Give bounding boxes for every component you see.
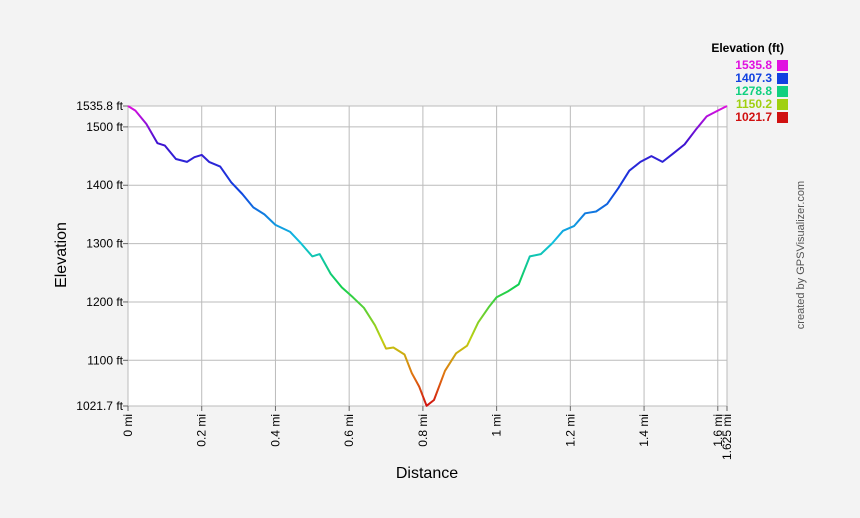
legend-entry-label: 1278.8 [735,84,772,98]
legend-entry-label: 1150.2 [736,97,772,111]
y-tick-label: 1400 ft [86,178,123,192]
y-tick-label: 1100 ft [87,353,123,367]
y-tick-label: 1200 ft [86,295,123,309]
legend-entry-label: 1021.7 [735,110,772,124]
legend-entry-label: 1535.8 [735,58,772,72]
legend-entry-label: 1407.3 [735,71,772,85]
legend-swatch [777,112,788,123]
grid-lines [127,105,728,407]
legend-swatch [777,60,788,71]
y-tick-label: 1500 ft [86,120,123,134]
x-tick-label: 1.6 mi [711,414,725,447]
y-tick-label: 1021.7 ft [76,399,123,413]
legend-title: Elevation (ft) [711,41,784,55]
x-axis-title: Distance [396,465,458,482]
x-tick-label: 0 mi [121,414,135,437]
credit-text: created by GPSVisualizer.com [795,181,807,329]
legend-swatch [777,99,788,110]
x-tick-label: 0.2 mi [195,414,209,447]
y-axis-ticks: 1021.7 ft 1100 ft 1200 ft 1300 ft 1400 ft 150… [76,99,128,413]
legend-swatch [777,73,788,84]
x-tick-label: 1 mi [490,414,504,437]
x-tick-label: 1.4 mi [637,414,651,447]
x-axis-ticks: 0 mi 0.2 mi 0.4 mi 0.6 mi 0.8 mi 1 mi 1.2 mi 1.… [121,406,734,460]
x-tick-label: 0.4 mi [268,414,282,447]
y-axis-title: Elevation [53,222,70,288]
plot-area [127,105,728,407]
elevation-line [127,105,728,407]
y-tick-label: 1300 ft [86,237,123,251]
x-tick-label: 1.2 mi [563,414,577,447]
y-tick-label: 1535.8 ft [76,99,123,113]
x-tick-label: 1.625 mi [720,414,734,460]
x-tick-label: 0.8 mi [416,414,430,447]
legend: Elevation (ft) 1535.81407.31278.81150.210… [711,41,788,124]
legend-swatch [777,86,788,97]
x-tick-label: 0.6 mi [342,414,356,447]
